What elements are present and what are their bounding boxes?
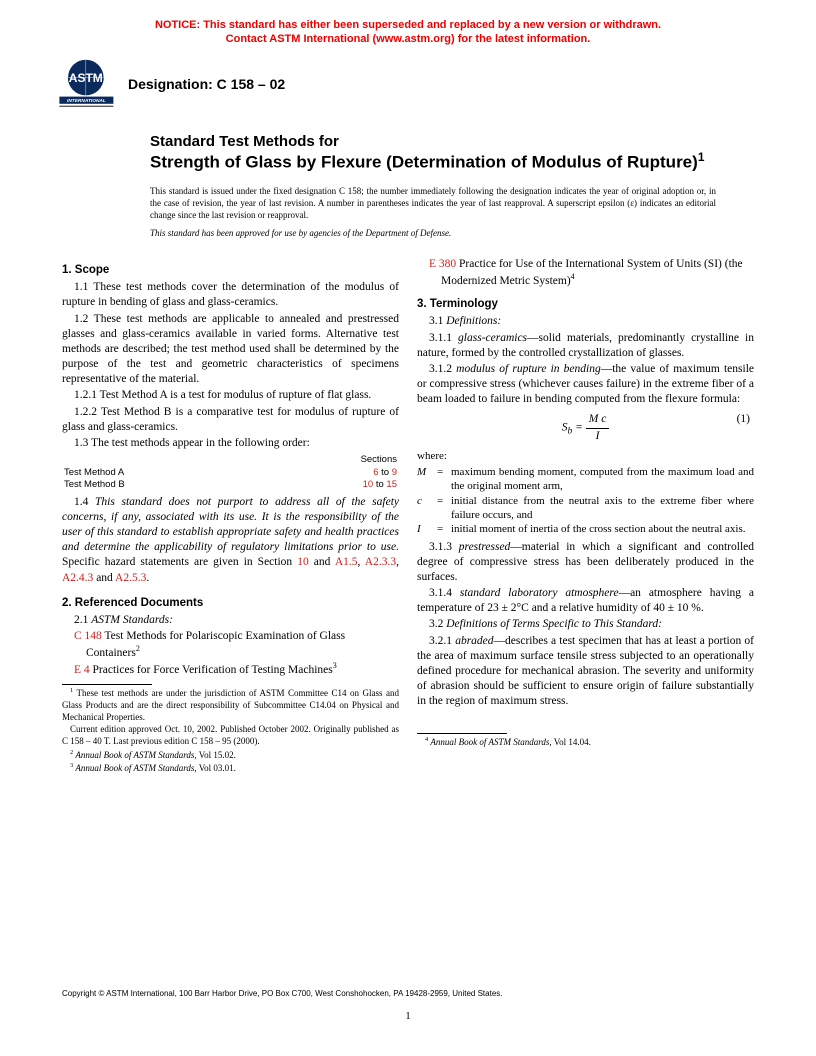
issuance: This standard is issued under the fixed … (150, 173, 746, 240)
svg-text:ASTM: ASTM (69, 71, 103, 85)
designation: Designation: C 158 – 02 (128, 76, 285, 92)
issuance-p2: This standard has been approved for use … (150, 227, 716, 239)
p311: 3.1.1 glass-ceramics—solid materials, pr… (417, 331, 754, 361)
copyright: Copyright © ASTM International, 100 Barr… (62, 989, 754, 998)
issuance-p1: This standard is issued under the fixed … (150, 185, 716, 221)
p313: 3.1.3 prestressed—material in which a si… (417, 540, 754, 586)
notice-line1: NOTICE: This standard has either been su… (155, 19, 661, 31)
left-column: 1. Scope 1.1 These test methods cover th… (62, 257, 399, 776)
astm-logo: ASTM INTERNATIONAL (56, 57, 118, 111)
right-column: E 380 Practice for Use of the Internatio… (417, 257, 754, 776)
p321: 3.2.1 abraded—describes a test specimen … (417, 634, 754, 710)
footnote-rule-right (417, 733, 507, 734)
ref-e4: E 4 Practices for Force Verification of … (62, 661, 399, 678)
p312: 3.1.2 modulus of rupture in bending—the … (417, 362, 754, 408)
terminology-head: 3. Terminology (417, 297, 754, 312)
header: ASTM INTERNATIONAL Designation: C 158 – … (0, 53, 816, 111)
ref-e380: E 380 Practice for Use of the Internatio… (417, 257, 754, 289)
table-row: Test Method A6 to 9 (62, 467, 399, 480)
scope-head: 1. Scope (62, 263, 399, 278)
p314: 3.1.4 standard laboratory atmosphere—an … (417, 586, 754, 616)
p32: 3.2 Definitions of Terms Specific to Thi… (417, 617, 754, 632)
refdoc-head: 2. Referenced Documents (62, 596, 399, 611)
notice-banner: NOTICE: This standard has either been su… (0, 0, 816, 53)
sections-table: Sections Test Method A6 to 9 Test Method… (62, 454, 399, 492)
p121: 1.2.1 Test Method A is a test for modulu… (62, 388, 399, 403)
p14: 1.4 This standard does not purport to ad… (62, 495, 399, 586)
body-columns: 1. Scope 1.1 These test methods cover th… (0, 239, 816, 776)
ref-c148: C 148 Test Methods for Polariscopic Exam… (62, 629, 399, 661)
notice-line2: Contact ASTM International (www.astm.org… (226, 33, 591, 45)
p122: 1.2.2 Test Method B is a comparative tes… (62, 405, 399, 435)
p13: 1.3 The test methods appear in the follo… (62, 436, 399, 451)
footnotes-right: 4 Annual Book of ASTM Standards, Vol 14.… (417, 736, 754, 749)
svg-text:INTERNATIONAL: INTERNATIONAL (67, 98, 106, 104)
title-main: Strength of Glass by Flexure (Determinat… (150, 150, 746, 173)
where-block: where: M=maximum bending moment, compute… (417, 449, 754, 537)
page-number: 1 (0, 1010, 816, 1022)
title-pre: Standard Test Methods for (150, 133, 746, 150)
p11: 1.1 These test methods cover the determi… (62, 280, 399, 310)
title-block: Standard Test Methods for Strength of Gl… (0, 111, 816, 239)
equation-1: Sb = M cI (1) (417, 412, 754, 443)
p31: 3.1 Definitions: (417, 314, 754, 329)
table-row: Test Method B10 to 15 (62, 479, 399, 492)
footnote-rule (62, 684, 152, 685)
p21: 2.1 ASTM Standards: (62, 613, 399, 628)
footnotes-left: 1 These test methods are under the juris… (62, 687, 399, 775)
p12: 1.2 These test methods are applicable to… (62, 312, 399, 388)
